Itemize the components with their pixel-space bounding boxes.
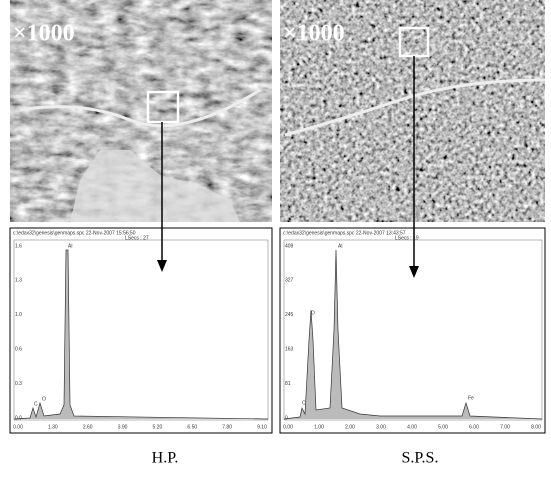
sem-feature xyxy=(70,150,240,222)
x-tick-label: 6.50 xyxy=(187,424,197,430)
x-tick-label: 2.60 xyxy=(83,424,93,430)
x-tick-label: 0.00 xyxy=(283,424,293,430)
x-tick-label: 7.80 xyxy=(222,424,232,430)
y-tick-label: 0.3 xyxy=(15,381,22,387)
peak-label: Fe xyxy=(468,395,474,401)
plot-area xyxy=(283,239,543,421)
plot-area xyxy=(13,239,269,421)
spectrum-header: c:\edax32\genesis\genmaps.spc 22-Nov-200… xyxy=(13,230,136,236)
x-tick-label: 7.00 xyxy=(500,424,510,430)
peak-label: O xyxy=(42,396,46,402)
peak-label: Al xyxy=(338,243,342,249)
x-tick-label: 1.00 xyxy=(314,424,324,430)
y-tick-label: 1.0 xyxy=(15,312,22,318)
peak-label: C xyxy=(302,400,306,406)
spectrum-header: c:\edax32\genesis\genmaps.spc 22-Nov-200… xyxy=(283,230,406,236)
spectrum-frame xyxy=(279,227,546,434)
x-tick-label: 5.20 xyxy=(153,424,163,430)
sem-texture xyxy=(280,0,545,222)
caption: S.P.S. xyxy=(402,450,439,467)
y-tick-label: 163 xyxy=(285,347,294,353)
x-tick-label: 3.90 xyxy=(118,424,128,430)
y-tick-label: 327 xyxy=(285,278,294,284)
y-tick-label: 81 xyxy=(285,381,291,387)
y-tick-label: 0 xyxy=(285,415,288,421)
x-tick-label: 3.00 xyxy=(376,424,386,430)
spectrum-trace xyxy=(13,249,269,420)
selection-box xyxy=(146,90,180,124)
x-tick-label: 2.00 xyxy=(345,424,355,430)
x-tick-label: 1.30 xyxy=(48,424,58,430)
lsecs-label: LSecs : 27 xyxy=(125,235,149,241)
y-tick-label: 1.6 xyxy=(15,243,22,249)
sem-feature xyxy=(19,88,261,128)
y-tick-label: 409 xyxy=(285,243,294,249)
y-tick-label: 1.3 xyxy=(15,278,22,284)
lsecs-label: LSecs : 19 xyxy=(395,235,419,241)
sem-feature xyxy=(284,78,546,137)
x-tick-label: 4.00 xyxy=(407,424,417,430)
spectrum-trace xyxy=(283,249,543,420)
x-tick-label: 0.00 xyxy=(13,424,23,430)
caption: H.P. xyxy=(152,450,179,467)
y-tick-label: 245 xyxy=(285,312,294,318)
arrowhead xyxy=(409,266,419,278)
x-tick-label: 6.00 xyxy=(469,424,479,430)
peak-label: Al xyxy=(68,243,72,249)
peak-label: C xyxy=(34,401,38,407)
peak-label: O xyxy=(311,310,315,316)
arrowhead xyxy=(157,260,167,272)
y-tick-label: 0.6 xyxy=(15,347,22,353)
spectrum-frame xyxy=(9,227,273,434)
x-tick-label: 5.00 xyxy=(438,424,448,430)
x-tick-label: 9.10 xyxy=(257,424,267,430)
layout xyxy=(9,0,546,434)
magnification-label: ×1000 xyxy=(13,21,75,47)
y-tick-label: 0.0 xyxy=(15,415,22,421)
magnification-label: ×1000 xyxy=(283,21,345,47)
x-tick-label: 8.00 xyxy=(531,424,541,430)
